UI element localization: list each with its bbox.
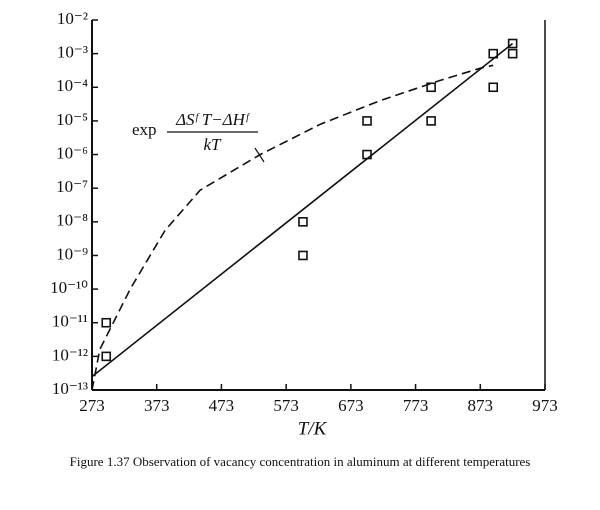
y-tick-label: 10⁻⁸ [56,211,88,230]
x-tick-label: 973 [532,396,558,415]
x-tick-label: 373 [144,396,170,415]
dashed-line [91,64,494,391]
data-point [507,38,518,49]
data-point [488,82,499,93]
annotation-numerator: ΔSᶠ T−ΔHᶠ [175,110,251,129]
annotation-denominator: kT [204,135,223,154]
y-tick-label: 10⁻⁴ [56,76,88,95]
data-point [362,116,372,126]
x-tick-label: 473 [209,396,235,415]
x-tick-label: 273 [79,396,105,415]
data-point [426,82,436,93]
y-tick-label: 10⁻¹¹ [52,312,88,331]
data-point [298,250,308,261]
y-tick-label: 10⁻¹² [52,345,88,364]
x-tick-label: 773 [403,396,429,415]
caption: Figure 1.37 Observation of vacancy conce… [70,454,531,469]
x-tick-label: 673 [338,396,364,415]
annotation-prefix: exp [132,120,157,139]
data-point [488,48,499,59]
x-axis-label: T/K [298,418,328,439]
y-tick-label: 10⁻³ [57,43,88,62]
solid-line [91,42,514,378]
x-tick-label: 573 [273,396,299,415]
y-tick-label: 10⁻¹³ [52,379,88,398]
y-tick-label: 10⁻¹⁰ [50,278,88,297]
data-point [101,351,112,362]
y-tick-label: 10⁻⁶ [56,143,88,162]
data-point [101,317,112,328]
x-tick-label: 873 [468,396,494,415]
y-tick-label: 10⁻⁷ [56,177,88,196]
y-tick-label: 10⁻⁹ [56,244,88,263]
data-point [507,48,518,59]
data-point [426,116,436,126]
y-tick-label: 10⁻⁵ [56,110,88,129]
y-tick-label: 10⁻² [57,9,88,28]
data-point [298,217,308,227]
